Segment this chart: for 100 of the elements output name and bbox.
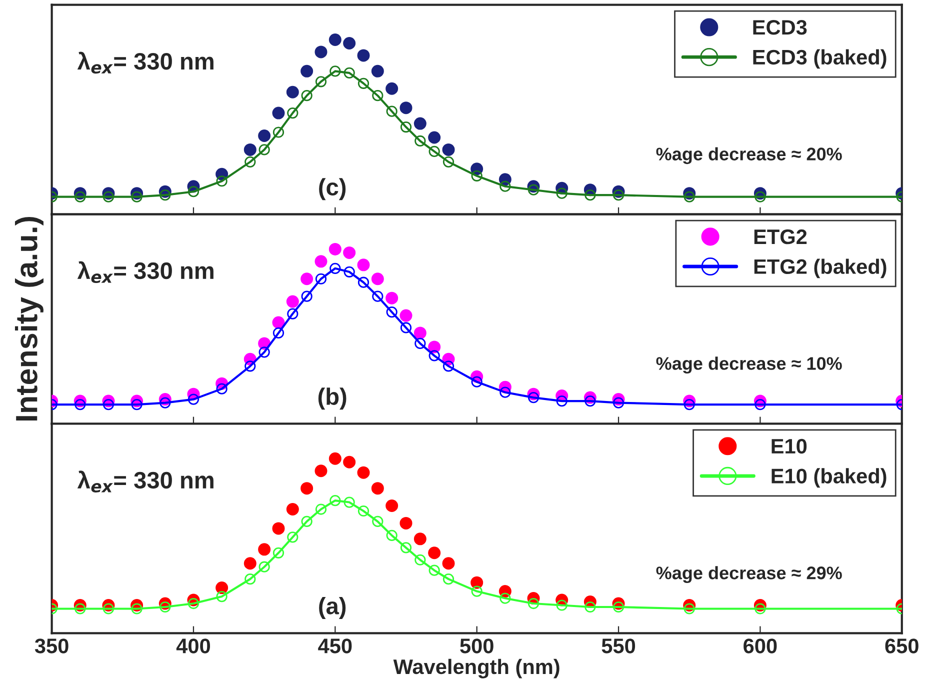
point bbox=[216, 383, 228, 394]
point bbox=[131, 398, 142, 410]
point bbox=[300, 482, 314, 495]
point bbox=[131, 191, 142, 202]
point bbox=[358, 78, 370, 89]
point bbox=[386, 82, 398, 95]
point bbox=[358, 505, 370, 517]
point bbox=[328, 34, 342, 46]
y-axis-title: Intensity (a.u.) bbox=[14, 216, 44, 421]
x-tick-label: 550 bbox=[602, 638, 636, 654]
point bbox=[102, 603, 114, 614]
point bbox=[556, 600, 568, 611]
point bbox=[258, 129, 271, 142]
point bbox=[428, 350, 440, 362]
point bbox=[414, 326, 426, 340]
point bbox=[500, 180, 511, 192]
point bbox=[286, 503, 299, 516]
point bbox=[400, 542, 412, 554]
point bbox=[400, 121, 412, 133]
point bbox=[272, 106, 285, 120]
point bbox=[754, 398, 766, 410]
point bbox=[188, 394, 200, 405]
x-tick-label: 650 bbox=[885, 638, 918, 654]
annotation: %age decrease ≈ 20% bbox=[656, 147, 842, 164]
x-axis-title: Wavelength (nm) bbox=[393, 658, 560, 678]
point bbox=[358, 276, 370, 288]
point bbox=[315, 273, 327, 284]
point bbox=[258, 144, 270, 156]
point bbox=[344, 67, 355, 78]
point bbox=[612, 601, 624, 613]
x-tick-label: 500 bbox=[460, 638, 494, 654]
point bbox=[584, 190, 596, 201]
point bbox=[400, 102, 412, 114]
annotation: (a) bbox=[319, 597, 346, 620]
point bbox=[471, 586, 482, 597]
point bbox=[357, 466, 370, 479]
point bbox=[315, 504, 327, 515]
point bbox=[414, 338, 426, 350]
point bbox=[414, 135, 426, 147]
legend-label: ECD3 bbox=[753, 20, 807, 35]
point bbox=[272, 522, 285, 535]
point bbox=[442, 143, 455, 156]
annotation: λ$_{ex}$= 330 nm bbox=[77, 470, 214, 492]
point bbox=[301, 90, 312, 102]
legend-label: E10 (baked) bbox=[772, 468, 886, 488]
point bbox=[286, 295, 299, 308]
point bbox=[74, 603, 86, 614]
point bbox=[357, 49, 370, 62]
point bbox=[216, 590, 228, 602]
point bbox=[328, 242, 342, 256]
point bbox=[471, 170, 482, 182]
point bbox=[500, 386, 511, 398]
point bbox=[287, 532, 298, 543]
point bbox=[414, 554, 426, 566]
point bbox=[102, 398, 114, 410]
point bbox=[300, 272, 314, 286]
x-tick-label: 350 bbox=[34, 638, 68, 654]
point bbox=[258, 346, 270, 358]
point bbox=[386, 530, 398, 541]
point bbox=[528, 392, 540, 404]
point bbox=[442, 557, 455, 570]
point bbox=[754, 603, 766, 614]
point bbox=[244, 574, 256, 585]
point bbox=[428, 546, 441, 560]
annotation: λ$_{ex}$= 330 nm bbox=[77, 261, 214, 284]
point bbox=[315, 76, 327, 88]
point bbox=[386, 500, 398, 512]
annotation: %age decrease ≈ 29% bbox=[656, 566, 842, 583]
point bbox=[300, 64, 314, 78]
legend-label: ETG2 bbox=[754, 229, 807, 244]
point bbox=[357, 258, 370, 272]
point bbox=[400, 516, 412, 530]
point bbox=[244, 360, 256, 372]
point bbox=[428, 146, 440, 158]
point bbox=[74, 398, 86, 410]
point bbox=[287, 308, 298, 320]
point bbox=[258, 561, 270, 572]
point bbox=[160, 397, 171, 408]
point bbox=[286, 86, 299, 98]
annotation: (b) bbox=[318, 388, 346, 410]
point bbox=[272, 547, 284, 558]
point bbox=[244, 557, 256, 570]
point bbox=[612, 190, 624, 201]
point bbox=[428, 340, 441, 354]
point bbox=[471, 376, 482, 388]
point bbox=[343, 246, 356, 259]
point bbox=[386, 306, 398, 318]
point bbox=[400, 322, 412, 334]
point bbox=[314, 464, 328, 478]
legend-label: E10 bbox=[772, 438, 807, 454]
point bbox=[244, 143, 256, 156]
point bbox=[371, 272, 384, 286]
point bbox=[442, 574, 454, 585]
point bbox=[428, 564, 440, 576]
point bbox=[684, 603, 695, 614]
point bbox=[470, 576, 484, 589]
point bbox=[344, 266, 355, 278]
point bbox=[344, 496, 355, 508]
point bbox=[528, 184, 540, 196]
annotation: (c) bbox=[319, 178, 346, 200]
